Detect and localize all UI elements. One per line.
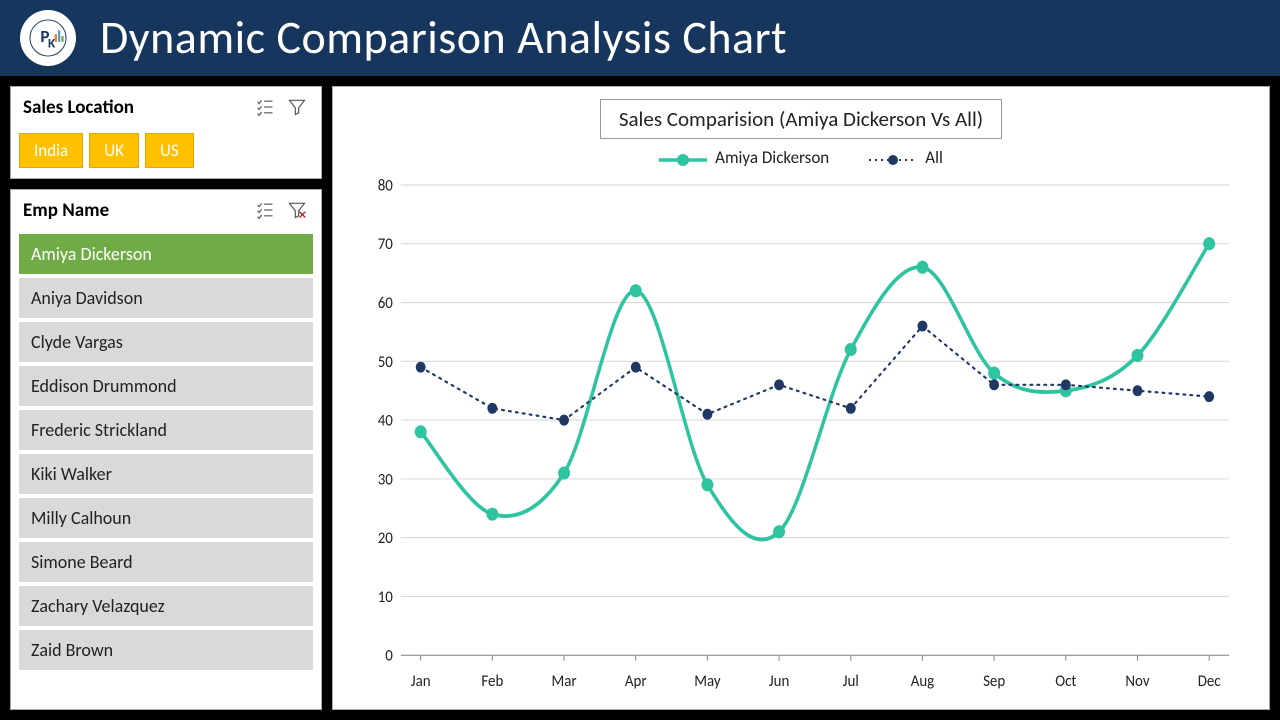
svg-text:Jul: Jul bbox=[843, 671, 859, 691]
chart-plot: 0 10 20 30 40 50 60 70 80 Jan Feb Mar Apr May Jun Jul Au… bbox=[353, 174, 1249, 699]
employee-item[interactable]: Kiki Walker bbox=[19, 454, 313, 494]
svg-text:0: 0 bbox=[385, 646, 393, 666]
svg-text:Jun: Jun bbox=[769, 671, 789, 691]
employee-slicer-header: Emp Name bbox=[11, 190, 321, 230]
location-slicer-title: Sales Location bbox=[23, 96, 134, 119]
employee-slicer: Emp Name Amiya DickersonAniya DavidsonCl… bbox=[10, 189, 322, 710]
svg-text:Jan: Jan bbox=[411, 671, 431, 691]
multiselect-icon[interactable] bbox=[253, 95, 277, 119]
employee-item[interactable]: Milly Calhoun bbox=[19, 498, 313, 538]
svg-text:70: 70 bbox=[378, 235, 393, 255]
legend-item[interactable]: Amiya Dickerson bbox=[659, 147, 829, 168]
svg-text:Dec: Dec bbox=[1198, 671, 1221, 691]
svg-text:30: 30 bbox=[378, 470, 393, 490]
svg-text:20: 20 bbox=[378, 528, 393, 548]
svg-text:Oct: Oct bbox=[1055, 671, 1076, 691]
svg-text:80: 80 bbox=[378, 176, 393, 196]
chart-panel: Sales Comparision (Amiya Dickerson Vs Al… bbox=[332, 86, 1270, 710]
employee-item[interactable]: Amiya Dickerson bbox=[19, 234, 313, 274]
employee-slicer-title: Emp Name bbox=[23, 199, 109, 222]
multiselect-icon[interactable] bbox=[253, 198, 277, 222]
location-slicer: Sales Location IndiaUKUS bbox=[10, 86, 322, 179]
svg-text:Nov: Nov bbox=[1125, 671, 1149, 691]
chart-legend: Amiya Dickerson All bbox=[659, 147, 943, 168]
employee-item[interactable]: Zaid Brown bbox=[19, 630, 313, 670]
svg-text:Apr: Apr bbox=[625, 671, 647, 691]
page-title: Dynamic Comparison Analysis Chart bbox=[100, 10, 787, 66]
location-chip[interactable]: India bbox=[19, 133, 83, 168]
svg-text:Sep: Sep bbox=[983, 671, 1005, 691]
employee-item[interactable]: Clyde Vargas bbox=[19, 322, 313, 362]
employee-item[interactable]: Simone Beard bbox=[19, 542, 313, 582]
svg-text:10: 10 bbox=[378, 587, 393, 607]
filter-icon[interactable] bbox=[285, 95, 309, 119]
employee-item[interactable]: Eddison Drummond bbox=[19, 366, 313, 406]
svg-text:40: 40 bbox=[378, 411, 393, 431]
employee-item[interactable]: Frederic Strickland bbox=[19, 410, 313, 450]
location-slicer-items: IndiaUKUS bbox=[11, 127, 321, 178]
body: Sales Location IndiaUKUS Emp Name bbox=[0, 76, 1280, 720]
svg-text:Aug: Aug bbox=[911, 671, 935, 691]
svg-text:Feb: Feb bbox=[481, 671, 503, 691]
employee-item[interactable]: Zachary Velazquez bbox=[19, 586, 313, 626]
employee-item[interactable]: Aniya Davidson bbox=[19, 278, 313, 318]
employee-list: Amiya DickersonAniya DavidsonClyde Varga… bbox=[11, 230, 321, 680]
location-chip[interactable]: UK bbox=[89, 133, 139, 168]
location-slicer-header: Sales Location bbox=[11, 87, 321, 127]
logo: P K bbox=[20, 10, 76, 66]
clear-filter-icon[interactable] bbox=[285, 198, 309, 222]
svg-text:Mar: Mar bbox=[552, 671, 578, 691]
header: P K Dynamic Comparison Analysis Chart bbox=[0, 0, 1280, 76]
svg-text:50: 50 bbox=[378, 352, 393, 372]
svg-text:60: 60 bbox=[378, 293, 393, 313]
svg-text:May: May bbox=[694, 671, 720, 691]
sidebar: Sales Location IndiaUKUS Emp Name bbox=[10, 86, 322, 710]
legend-item[interactable]: All bbox=[869, 147, 943, 168]
chart-title: Sales Comparision (Amiya Dickerson Vs Al… bbox=[600, 99, 1002, 139]
location-chip[interactable]: US bbox=[145, 133, 194, 168]
